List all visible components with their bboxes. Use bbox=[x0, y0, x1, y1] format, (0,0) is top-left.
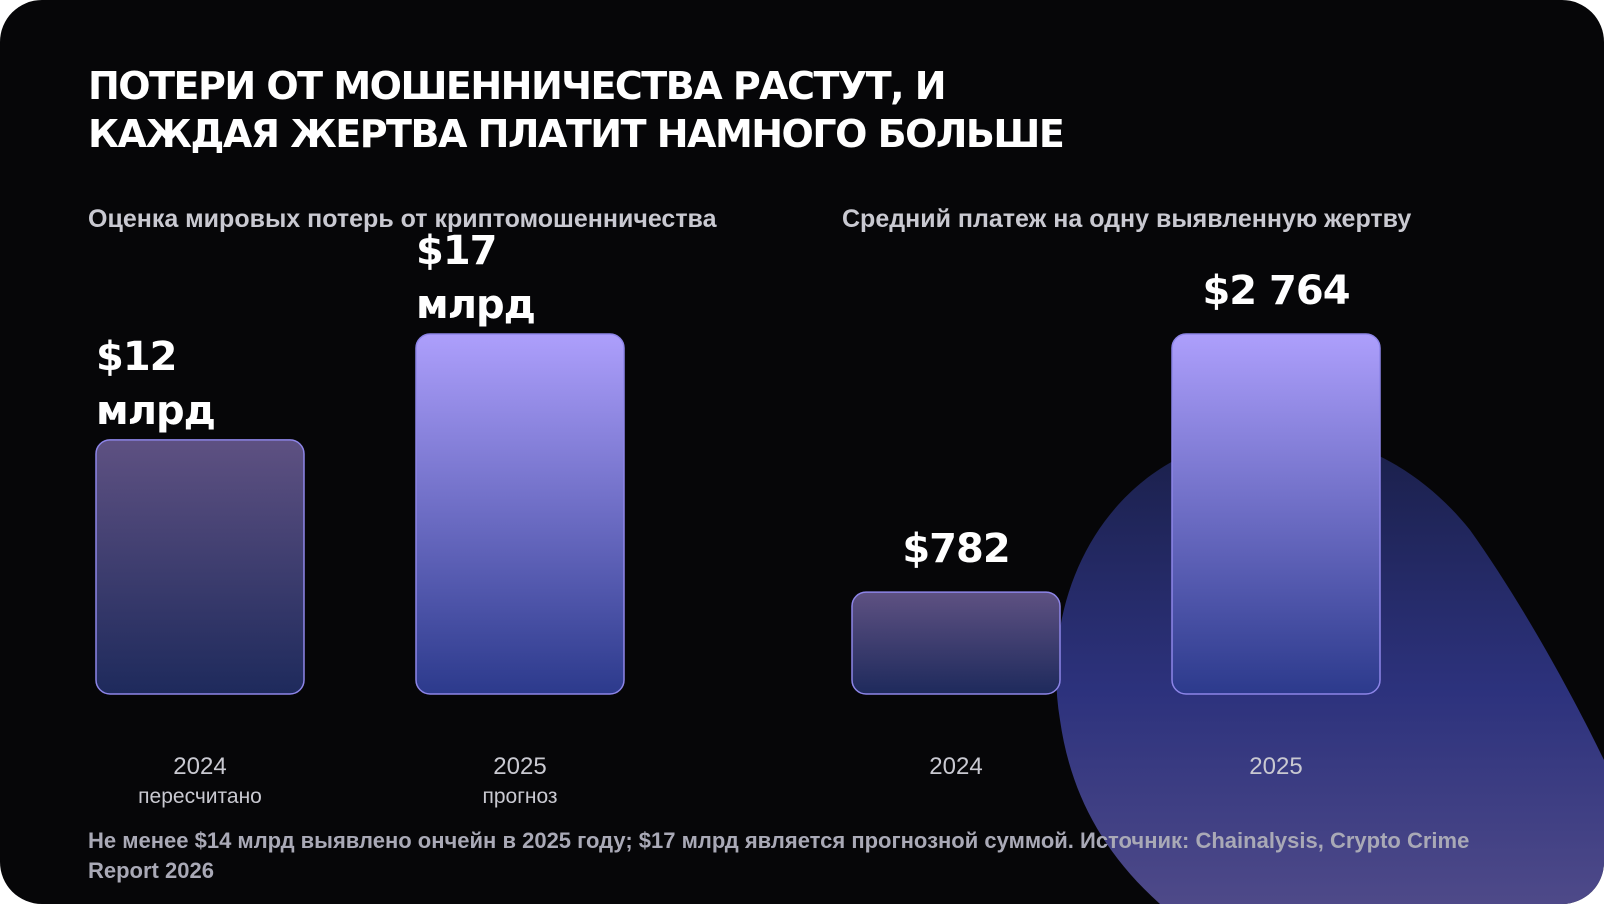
chart-0-tick-label-2025: 2025 bbox=[493, 753, 546, 780]
left-chart-title: Оценка мировых потерь от криптомошенниче… bbox=[88, 205, 717, 233]
chart-1-tick-label-2025: 2025 bbox=[1249, 753, 1302, 780]
chart-0-bar-2024 bbox=[95, 439, 305, 695]
chart-0-value-label-2025: $17 млрд bbox=[416, 228, 535, 328]
chart-1-value-label-2024: $782 bbox=[902, 526, 1009, 572]
chart-0-tick-note-2025: прогноз bbox=[482, 785, 557, 808]
chart-1-value-label-2025: $2 764 bbox=[1202, 268, 1349, 314]
chart-1-bar-2024 bbox=[851, 591, 1061, 695]
slide-title: Потери от мошенничества растут, и каждая… bbox=[88, 64, 1065, 156]
chart-0-tick-note-2024: пересчитано bbox=[138, 785, 262, 808]
chart-0-bar-2025 bbox=[415, 333, 625, 695]
chart-0-tick-label-2024: 2024 bbox=[173, 753, 226, 780]
footnote: Не менее $14 млрд выявлено ончейн в 2025… bbox=[88, 828, 1470, 883]
chart-0-value-label-2024: $12 млрд bbox=[96, 334, 215, 434]
chart-1-bar-2025 bbox=[1171, 333, 1381, 695]
chart-1-tick-label-2024: 2024 bbox=[929, 753, 982, 780]
right-chart-title: Средний платеж на одну выявленную жертву bbox=[842, 205, 1412, 233]
